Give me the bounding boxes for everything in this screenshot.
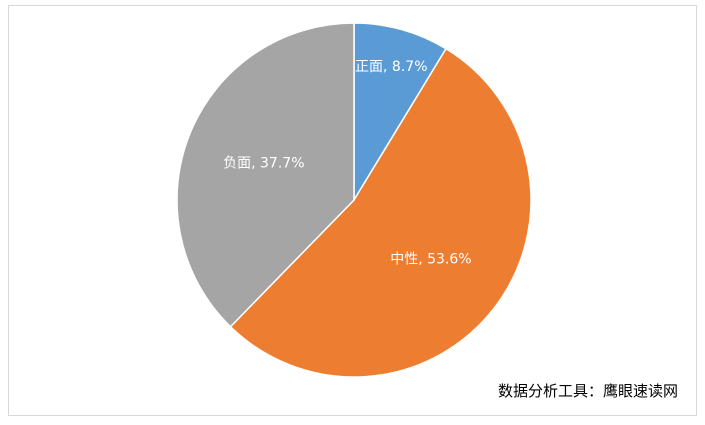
annotation: 数据分析工具：鹰眼速读网 xyxy=(498,382,678,400)
data-label: 正面, 8.7% xyxy=(355,59,427,75)
data-label: 中性, 53.6% xyxy=(390,252,471,268)
pie-slice xyxy=(229,47,532,378)
data-label: 负面, 37.7% xyxy=(223,155,304,171)
pie-slice xyxy=(176,22,355,328)
pie-slice xyxy=(353,22,448,203)
